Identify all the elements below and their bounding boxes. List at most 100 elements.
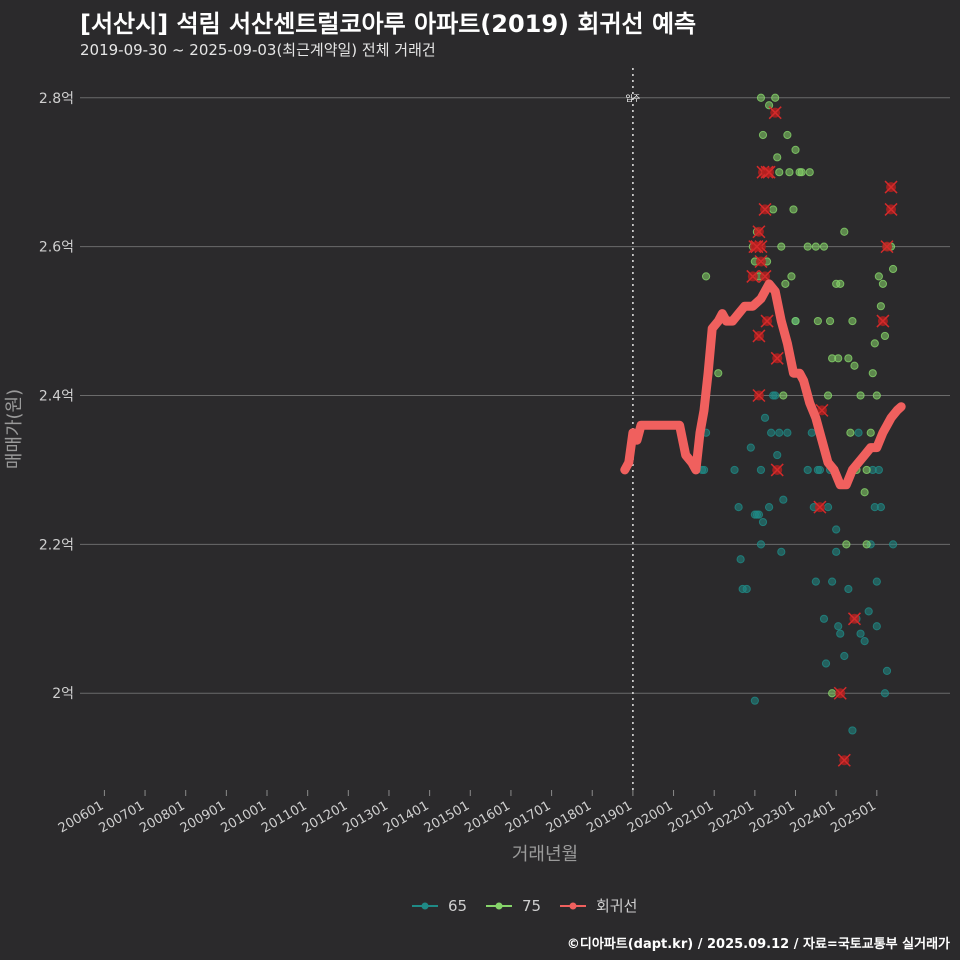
cancelled-marker xyxy=(758,202,772,216)
data-point-65 xyxy=(876,503,885,512)
cancel-cross xyxy=(833,686,847,700)
data-point-65 xyxy=(872,622,881,631)
legend-swatch-dot xyxy=(495,902,503,910)
data-point-65 xyxy=(832,525,841,534)
cancelled-marker xyxy=(754,254,768,269)
data-point-75 xyxy=(775,168,784,177)
data-point-65 xyxy=(771,391,780,400)
x-tick-label: 201301 xyxy=(340,798,390,836)
regression-line xyxy=(620,279,906,490)
data-point-75 xyxy=(803,242,812,251)
cancelled-marker xyxy=(768,106,782,120)
x-tick-label: 202301 xyxy=(747,798,797,836)
cancel-cross xyxy=(884,180,898,194)
data-point-75 xyxy=(840,227,849,236)
cancel-cross xyxy=(884,202,898,216)
data-point-65 xyxy=(840,651,849,661)
data-point-75 xyxy=(828,689,837,698)
data-point-75 xyxy=(856,391,865,400)
cancel-cross xyxy=(746,269,760,283)
data-point-75 xyxy=(860,488,869,497)
cancel-cross xyxy=(758,202,772,216)
legend-swatch-dot xyxy=(421,902,429,910)
cancelled-marker xyxy=(762,165,776,179)
data-point-75 xyxy=(813,316,822,326)
legend-label: 75 xyxy=(522,897,541,915)
legend-label: 65 xyxy=(448,897,467,915)
x-tick-label: 201201 xyxy=(300,798,350,836)
x-tick-label: 200901 xyxy=(178,798,228,836)
cancelled-marker xyxy=(770,463,784,477)
data-point-65 xyxy=(777,547,786,556)
legend-swatch-dot xyxy=(569,902,577,910)
x-tick-label: 202101 xyxy=(666,798,716,836)
y-tick-label: 2.4억 xyxy=(39,389,74,405)
data-point-65 xyxy=(856,629,865,638)
data-point-65 xyxy=(888,540,898,549)
data-point-65 xyxy=(819,614,829,623)
y-tick-label: 2.8억 xyxy=(39,91,74,107)
data-point-75 xyxy=(769,205,778,214)
x-tick-label: 202401 xyxy=(788,798,838,836)
cancel-cross xyxy=(770,463,784,477)
data-point-65 xyxy=(756,540,766,549)
move-in-label: 입주 xyxy=(626,94,641,103)
cancel-cross xyxy=(752,388,766,403)
y-tick-label: 2.2억 xyxy=(39,537,74,553)
data-point-75 xyxy=(848,316,857,326)
data-point-75 xyxy=(862,465,871,475)
data-point-65 xyxy=(773,450,782,460)
data-point-75 xyxy=(874,272,883,281)
x-tick-label: 202001 xyxy=(625,798,675,836)
data-point-65 xyxy=(779,495,788,504)
data-point-75 xyxy=(811,242,820,251)
data-point-75 xyxy=(785,168,794,177)
cancelled-marker xyxy=(837,753,851,767)
cancelled-marker xyxy=(884,180,898,194)
data-point-65 xyxy=(880,689,890,698)
data-point-75 xyxy=(872,391,881,400)
y-tick-label: 2억 xyxy=(52,686,74,702)
data-point-65 xyxy=(815,465,825,475)
cancel-cross xyxy=(876,314,890,328)
x-tick-label: 202501 xyxy=(828,798,878,836)
chart-subtitle: 2019-09-30 ~ 2025-09-03(최근계약일) 전체 거래건 xyxy=(80,41,436,59)
data-point-75 xyxy=(764,101,774,110)
data-point-65 xyxy=(756,465,766,475)
x-axis-title: 거래년월 xyxy=(512,844,578,865)
cancel-cross xyxy=(770,351,784,365)
x-tick-label: 201001 xyxy=(219,798,269,836)
data-point-65 xyxy=(828,577,837,586)
cancelled-marker xyxy=(746,269,760,283)
data-point-75 xyxy=(836,279,845,288)
data-point-75 xyxy=(825,316,835,326)
data-point-75 xyxy=(862,540,871,549)
data-point-75 xyxy=(789,205,798,214)
data-point-75 xyxy=(846,428,855,437)
x-tick-label: 201901 xyxy=(584,798,634,836)
data-point-65 xyxy=(742,584,751,594)
data-point-75 xyxy=(878,279,888,288)
cancel-cross xyxy=(762,165,776,179)
data-point-65 xyxy=(807,428,816,437)
x-tick-label: 201801 xyxy=(544,798,594,836)
x-tick-label: 202201 xyxy=(706,798,756,836)
data-point-65 xyxy=(736,555,745,564)
cancel-cross xyxy=(752,225,766,239)
data-point-75 xyxy=(876,302,885,311)
series-75-points xyxy=(701,93,898,698)
y-gridlines xyxy=(80,97,950,694)
cancel-cross xyxy=(758,269,772,283)
x-tick-label: 201701 xyxy=(503,798,553,836)
cancel-cross xyxy=(768,106,782,120)
cancelled-markers xyxy=(746,106,898,767)
cancelled-marker xyxy=(752,388,766,403)
data-point-75 xyxy=(866,428,875,437)
data-point-75 xyxy=(777,242,786,251)
data-point-75 xyxy=(787,272,796,281)
cancelled-marker xyxy=(880,240,894,254)
data-point-75 xyxy=(868,369,877,378)
cancel-cross xyxy=(880,240,894,254)
data-point-75 xyxy=(888,264,898,274)
cancelled-marker xyxy=(750,240,764,254)
